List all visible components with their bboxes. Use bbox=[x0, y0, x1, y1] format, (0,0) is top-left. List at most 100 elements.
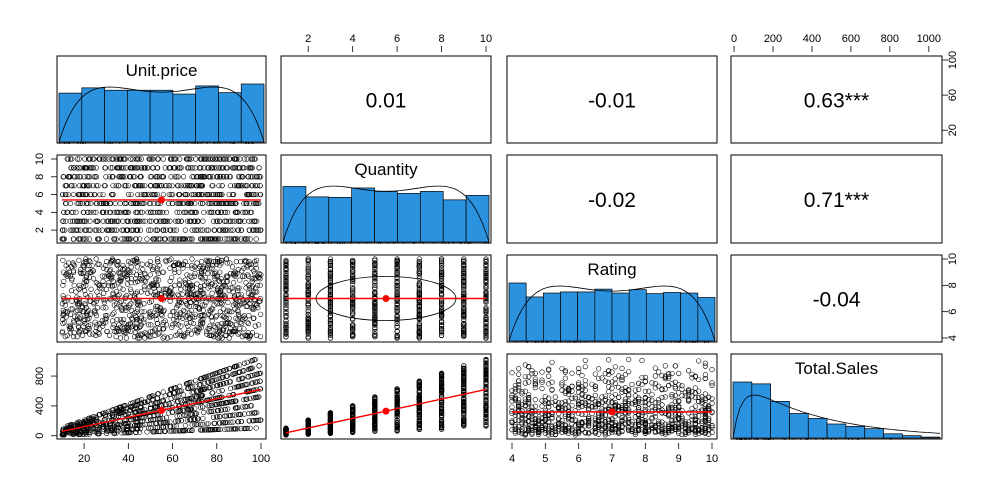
data-point bbox=[214, 288, 220, 294]
data-point bbox=[69, 298, 75, 304]
data-point bbox=[239, 301, 245, 307]
scatter-panel-Rating-vs-Quantity bbox=[283, 256, 489, 341]
data-point bbox=[207, 265, 213, 271]
data-point bbox=[166, 200, 172, 207]
data-point bbox=[74, 174, 80, 180]
data-point bbox=[96, 261, 102, 267]
data-point bbox=[132, 257, 138, 263]
data-point bbox=[215, 256, 221, 262]
data-point bbox=[81, 183, 87, 189]
data-point bbox=[100, 218, 106, 224]
data-point bbox=[116, 174, 122, 180]
data-point bbox=[141, 319, 147, 325]
data-point bbox=[209, 332, 215, 338]
data-point bbox=[229, 328, 236, 335]
data-point bbox=[162, 236, 168, 242]
data-point bbox=[215, 174, 221, 180]
data-point bbox=[219, 183, 225, 189]
data-point bbox=[93, 174, 100, 180]
data-point bbox=[105, 227, 111, 233]
data-point bbox=[64, 156, 70, 162]
data-point bbox=[241, 326, 247, 332]
data-point bbox=[241, 360, 248, 366]
data-point bbox=[80, 270, 86, 277]
data-point bbox=[82, 156, 88, 162]
data-point bbox=[91, 301, 97, 307]
data-point bbox=[177, 277, 183, 283]
data-point bbox=[223, 165, 230, 171]
data-point bbox=[253, 236, 259, 242]
data-point bbox=[90, 276, 97, 282]
data-point bbox=[87, 227, 94, 233]
data-point bbox=[181, 183, 187, 189]
data-point bbox=[103, 319, 109, 325]
data-point bbox=[87, 174, 93, 180]
histogram-Rating: Rating bbox=[508, 260, 716, 343]
data-point bbox=[169, 324, 175, 331]
data-point bbox=[175, 174, 181, 180]
data-point bbox=[158, 311, 164, 317]
data-point bbox=[96, 293, 102, 299]
data-point bbox=[237, 218, 243, 224]
data-point bbox=[245, 290, 251, 296]
data-point bbox=[200, 218, 206, 224]
data-point bbox=[226, 335, 232, 341]
data-point bbox=[149, 191, 155, 198]
data-point bbox=[235, 331, 241, 337]
data-point bbox=[198, 313, 205, 319]
data-point bbox=[207, 236, 213, 242]
data-point bbox=[59, 328, 66, 335]
data-point bbox=[88, 298, 94, 304]
data-point bbox=[205, 326, 211, 332]
data-point bbox=[130, 200, 136, 207]
data-point bbox=[87, 269, 93, 275]
data-point bbox=[235, 291, 242, 298]
data-point bbox=[113, 334, 119, 340]
data-point bbox=[61, 278, 67, 284]
data-point bbox=[81, 280, 87, 286]
data-point bbox=[62, 191, 69, 198]
data-point bbox=[250, 291, 256, 298]
data-point bbox=[223, 256, 230, 262]
data-point bbox=[123, 273, 129, 279]
data-point bbox=[208, 306, 214, 312]
data-point bbox=[209, 318, 215, 324]
data-point bbox=[108, 165, 114, 171]
data-point bbox=[256, 165, 262, 171]
data-point bbox=[162, 183, 168, 189]
data-point bbox=[232, 273, 238, 279]
histogram-bar bbox=[104, 89, 128, 143]
data-point bbox=[140, 218, 146, 224]
data-point bbox=[251, 156, 257, 162]
data-point bbox=[81, 269, 87, 275]
data-point bbox=[151, 200, 157, 207]
data-point bbox=[254, 183, 261, 189]
data-point bbox=[128, 286, 134, 292]
data-point bbox=[244, 156, 250, 162]
data-point bbox=[186, 218, 193, 224]
data-point bbox=[100, 323, 106, 329]
data-point bbox=[216, 335, 222, 341]
data-point bbox=[253, 265, 259, 271]
data-point bbox=[131, 165, 137, 171]
data-point bbox=[173, 314, 179, 320]
data-point bbox=[201, 209, 207, 215]
data-point bbox=[238, 236, 244, 242]
data-point bbox=[210, 218, 217, 224]
data-point bbox=[250, 289, 257, 295]
data-point bbox=[202, 274, 208, 281]
data-point bbox=[128, 264, 134, 270]
data-point bbox=[124, 209, 130, 215]
data-point bbox=[171, 227, 177, 233]
data-point bbox=[100, 191, 106, 198]
data-point bbox=[76, 315, 83, 321]
data-point bbox=[201, 268, 207, 274]
data-point bbox=[97, 320, 103, 327]
data-point bbox=[168, 191, 174, 198]
data-point bbox=[230, 289, 236, 295]
data-point bbox=[244, 191, 251, 198]
data-point bbox=[134, 209, 141, 215]
histogram-bar bbox=[442, 199, 467, 243]
data-point bbox=[192, 218, 198, 224]
